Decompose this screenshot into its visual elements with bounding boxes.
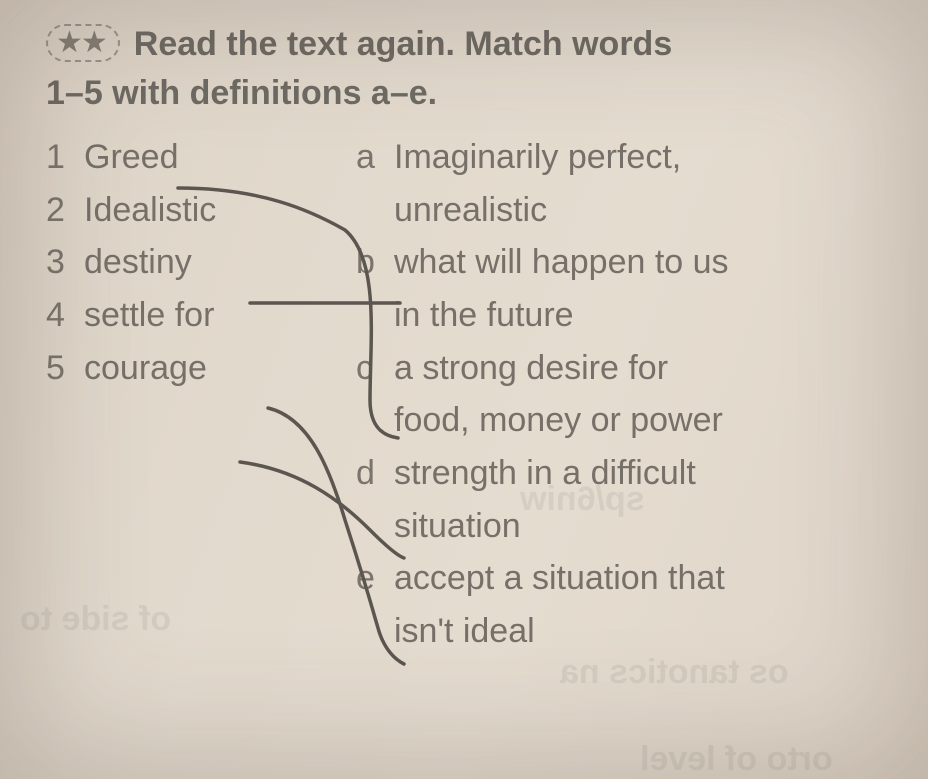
word-item: 5 courage [46,342,356,395]
item-letter: c [356,342,394,395]
word-item: 1 Greed [46,131,356,184]
difficulty-stars-badge: ★★ [46,24,120,62]
definition-line: in the future [394,296,574,334]
item-definition: Imaginarily perfect, unrealistic [394,131,898,236]
item-definition: strength in a difficult situation [394,447,898,552]
item-number: 3 [46,236,84,289]
words-column: 1 Greed 2 Idealistic 3 destiny 4 settle … [46,131,356,658]
exercise-header: ★★ Read the text again. Match words [46,22,898,68]
bleed-through-text: of side to [20,600,171,639]
definition-item: b what will happen to us in the future [356,236,898,341]
definition-line: unrealistic [394,191,547,229]
item-word: settle for [84,289,214,342]
instruction-line-2: 1–5 with definitions a–e. [46,74,898,113]
item-word: Greed [84,131,179,184]
item-word: destiny [84,236,192,289]
definition-line: what will happen to us [394,243,729,281]
word-item: 4 settle for [46,289,356,342]
word-item: 2 Idealistic [46,184,356,237]
definitions-column: a Imaginarily perfect, unrealistic b wha… [356,131,898,658]
bleed-through-text: os tanotics na [560,653,789,692]
item-definition: what will happen to us in the future [394,236,898,341]
item-word: Idealistic [84,184,216,237]
definition-item: e accept a situation that isn't ideal [356,552,898,657]
matching-columns: 1 Greed 2 Idealistic 3 destiny 4 settle … [46,131,898,658]
item-number: 4 [46,289,84,342]
item-word: courage [84,342,207,395]
definition-line: food, money or power [394,401,723,439]
definition-line: a strong desire for [394,349,668,387]
definition-line: Imaginarily perfect, [394,138,681,176]
item-definition: a strong desire for food, money or power [394,342,898,447]
definition-item: c a strong desire for food, money or pow… [356,342,898,447]
item-letter: b [356,236,394,289]
bleed-through-text: sp/6niw [520,480,645,519]
definition-line: situation [394,507,521,545]
item-number: 5 [46,342,84,395]
bleed-through-text: orto of level [640,740,833,779]
definition-line: isn't ideal [394,612,535,650]
word-item: 3 destiny [46,236,356,289]
item-definition: accept a situation that isn't ideal [394,552,898,657]
instruction-line-1: Read the text again. Match words [134,22,898,68]
star-icon: ★★ [56,28,106,58]
exercise-page: ★★ Read the text again. Match words 1–5 … [0,0,928,678]
item-letter: e [356,552,394,605]
item-number: 2 [46,184,84,237]
definition-item: a Imaginarily perfect, unrealistic [356,131,898,236]
item-letter: d [356,447,394,500]
definition-line: accept a situation that [394,559,725,597]
item-number: 1 [46,131,84,184]
item-letter: a [356,131,394,184]
